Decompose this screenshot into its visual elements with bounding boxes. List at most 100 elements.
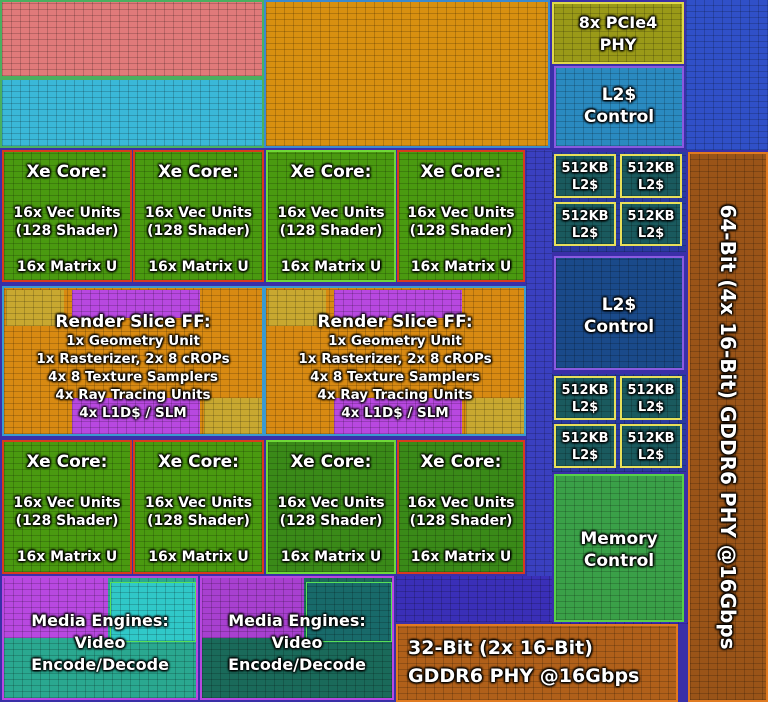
- media-engine-2-line-1: Media Engines:: [228, 611, 366, 630]
- render-slice-1-title: Render Slice FF:: [55, 312, 211, 332]
- xe-core-vec: 16x Vec Units: [144, 495, 253, 511]
- gddr6-phy-bottom: 32-Bit (2x 16-Bit) GDDR6 PHY @16Gbps: [396, 624, 678, 702]
- xe-core-title: Xe Core:: [26, 162, 108, 182]
- top-center-orange-region: [264, 0, 550, 148]
- xe-core-title: Xe Core:: [26, 452, 108, 472]
- xe-core-top-2: Xe Core: 16x Vec Units (128 Shader) 16x …: [133, 150, 264, 282]
- xe-core-bottom-3: Xe Core: 16x Vec Units (128 Shader) 16x …: [266, 440, 396, 574]
- media-engine-2-line-3: Encode/Decode: [228, 655, 366, 674]
- xe-core-top-4: Xe Core: 16x Vec Units (128 Shader) 16x …: [397, 150, 525, 282]
- render-slice-2-line-1: 1x Geometry Unit: [328, 333, 462, 349]
- memory-control-line-1: Memory: [580, 529, 658, 549]
- l2-control-top-block: L2$ Control: [554, 66, 684, 148]
- lower-blue-region: [396, 576, 552, 622]
- render-slice-1-yellow-right: [204, 398, 262, 434]
- xe-core-top-1: Xe Core: 16x Vec Units (128 Shader) 16x …: [2, 150, 132, 282]
- xe-core-vec: 16x Vec Units: [407, 205, 515, 221]
- xe-core-vec: 16x Vec Units: [144, 205, 253, 221]
- l2-cache-label: L2$: [637, 226, 665, 241]
- media-engine-2-line-2: Video: [271, 633, 323, 652]
- l2-cache-label: L2$: [571, 178, 599, 193]
- xe-core-shader: (128 Shader): [147, 513, 250, 529]
- right-purple-strip: [686, 0, 768, 150]
- l2-cache-group-1: 512KB L2$ 512KB L2$ 512KB L2$ 512KB L2$: [552, 152, 686, 252]
- xe-core-matrix: 16x Matrix U: [16, 549, 118, 565]
- l2-cache-size: 512KB: [561, 209, 609, 224]
- xe-core-matrix: 16x Matrix U: [16, 259, 118, 275]
- l2-cache-size: 512KB: [627, 209, 675, 224]
- memory-control-line-2: Control: [583, 551, 655, 571]
- render-slice-1-yellow-left: [6, 290, 64, 326]
- l2-cache-size: 512KB: [561, 383, 609, 398]
- l2-cache-label: L2$: [571, 448, 599, 463]
- render-slice-2-purple-top: [334, 290, 462, 318]
- media-engine-2: Media Engines: Video Encode/Decode: [200, 576, 394, 700]
- xe-core-vec: 16x Vec Units: [407, 495, 515, 511]
- xe-core-matrix: 16x Matrix U: [280, 259, 382, 275]
- xe-core-shader: (128 Shader): [279, 513, 383, 529]
- pcie-line-2: PHY: [599, 35, 637, 54]
- xe-core-title: Xe Core:: [158, 452, 239, 472]
- media-engine-1-teal-area: [110, 582, 196, 642]
- render-slice-2-yellow-left: [268, 290, 326, 326]
- l2-cache-bank: 512KB L2$: [554, 376, 616, 420]
- l2-cache-label: L2$: [637, 448, 665, 463]
- l2-control-middle-line-2: Control: [583, 317, 655, 337]
- xe-core-vec: 16x Vec Units: [13, 495, 121, 511]
- l2-cache-size: 512KB: [627, 383, 675, 398]
- xe-core-title: Xe Core:: [290, 162, 372, 182]
- xe-core-title: Xe Core:: [158, 162, 239, 182]
- l2-cache-size: 512KB: [627, 161, 675, 176]
- l2-cache-bank: 512KB L2$: [620, 424, 682, 468]
- render-slice-2-line-2: 1x Rasterizer, 2x 8 cROPs: [298, 351, 492, 367]
- xe-core-matrix: 16x Matrix U: [148, 549, 249, 565]
- l2-cache-label: L2$: [571, 226, 599, 241]
- l2-control-top-line-2: Control: [583, 107, 655, 127]
- l2-cache-label: L2$: [637, 400, 665, 415]
- l2-cache-bank: 512KB L2$: [620, 154, 682, 198]
- media-engine-2-purple-area: [202, 578, 304, 638]
- render-slice-1-line-1: 1x Geometry Unit: [66, 333, 200, 349]
- l2-control-top-line-1: L2$: [601, 85, 637, 105]
- l2-cache-group-2: 512KB L2$ 512KB L2$ 512KB L2$ 512KB L2$: [552, 374, 686, 472]
- pcie-phy-block: 8x PCIe4 PHY: [552, 2, 684, 64]
- xe-core-shader: (128 Shader): [147, 223, 250, 239]
- xe-core-matrix: 16x Matrix U: [410, 549, 512, 565]
- render-slice-2-line-5: 4x L1D$ / SLM: [341, 405, 449, 421]
- xe-core-matrix: 16x Matrix U: [280, 549, 382, 565]
- xe-core-shader: (128 Shader): [409, 513, 513, 529]
- l2-cache-bank: 512KB L2$: [554, 154, 616, 198]
- xe-core-title: Xe Core:: [420, 452, 502, 472]
- xe-core-shader: (128 Shader): [279, 223, 383, 239]
- l2-cache-size: 512KB: [561, 431, 609, 446]
- media-engine-1-line-3: Encode/Decode: [31, 655, 169, 674]
- media-engine-2-teal-area: [306, 582, 392, 642]
- xe-core-vec: 16x Vec Units: [277, 495, 385, 511]
- render-slice-1-line-4: 4x Ray Tracing Units: [55, 387, 211, 403]
- render-slice-2-line-4: 4x Ray Tracing Units: [317, 387, 473, 403]
- media-engine-1: Media Engines: Video Encode/Decode: [2, 576, 198, 700]
- render-slice-1-purple-top: [72, 290, 200, 318]
- pcie-line-1: 8x PCIe4: [578, 13, 658, 32]
- top-left-cyan-region: [0, 78, 264, 148]
- bottom-right-blue-strip: [552, 622, 688, 624]
- l2-cache-label: L2$: [571, 400, 599, 415]
- l2-cache-bank: 512KB L2$: [620, 202, 682, 246]
- render-slice-1-line-2: 1x Rasterizer, 2x 8 cROPs: [36, 351, 230, 367]
- l2-cache-bank: 512KB L2$: [554, 424, 616, 468]
- xe-core-matrix: 16x Matrix U: [410, 259, 512, 275]
- xe-core-title: Xe Core:: [420, 162, 502, 182]
- render-slice-1-line-3: 4x 8 Texture Samplers: [48, 369, 218, 385]
- gddr6-bottom-line-1: 32-Bit (2x 16-Bit): [408, 637, 593, 659]
- xe-core-title: Xe Core:: [290, 452, 372, 472]
- center-blue-region: [526, 150, 552, 620]
- media-engine-1-line-1: Media Engines:: [31, 611, 169, 630]
- render-slice-2-title: Render Slice FF:: [317, 312, 473, 332]
- l2-cache-label: L2$: [637, 178, 665, 193]
- gddr6-side-label: 64-Bit (4x 16-Bit) GDDR6 PHY @16Gbps: [716, 204, 740, 650]
- memory-control-block: Memory Control: [554, 474, 684, 622]
- xe-core-vec: 16x Vec Units: [13, 205, 121, 221]
- xe-core-shader: (128 Shader): [15, 513, 119, 529]
- gddr6-phy-side: 64-Bit (4x 16-Bit) GDDR6 PHY @16Gbps: [688, 152, 768, 702]
- l2-cache-size: 512KB: [627, 431, 675, 446]
